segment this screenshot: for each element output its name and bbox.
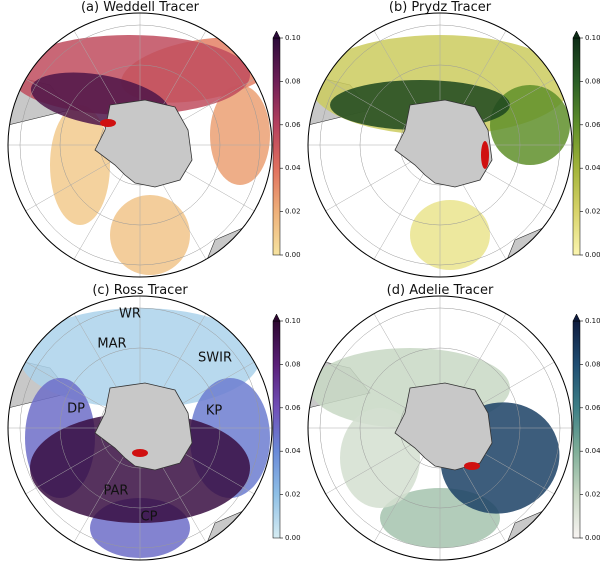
colorbar-tick-label: 0.06 <box>285 404 301 412</box>
maps: (a) Weddell Tracer 0.00 0.02 0.04 0.06 0.08 0.… <box>7 0 600 561</box>
panel-title: (c) Ross Tracer <box>92 283 188 298</box>
colorbar-tick-label: 0.06 <box>285 121 301 129</box>
map-area <box>8 13 272 277</box>
colorbar-tick-label: 0.04 <box>585 447 600 455</box>
panel-title: (d) Adelie Tracer <box>387 283 494 298</box>
tracer-plume <box>410 200 490 270</box>
colorbar-tick-label: 0.00 <box>585 534 600 542</box>
colorbar-tick-label: 0.02 <box>585 491 600 499</box>
colorbar-extend <box>272 313 281 322</box>
colorbar-tick-label: 0.04 <box>285 447 301 455</box>
map-border <box>307 295 573 561</box>
tracer-plume <box>50 105 110 225</box>
source-region <box>100 119 116 127</box>
colorbar <box>572 37 581 256</box>
annotation: KP <box>206 404 223 419</box>
colorbar-extend <box>572 313 581 322</box>
source-region <box>464 462 480 470</box>
annotation: DP <box>67 402 85 417</box>
colorbar-tick-label: 0.10 <box>585 317 600 325</box>
colorbar-tick-label: 0.04 <box>585 164 600 172</box>
colorbar-tick-label: 0.00 <box>285 534 301 542</box>
colorbar-tick-label: 0.00 <box>285 251 301 259</box>
colorbar-extend <box>272 30 281 39</box>
colorbar <box>272 37 281 256</box>
colorbar-tick-label: 0.08 <box>585 77 600 85</box>
colorbar-tick-label: 0.06 <box>585 121 600 129</box>
colorbar-tick-label: 0.10 <box>285 34 301 42</box>
colorbar-tick-label: 0.02 <box>585 208 600 216</box>
annotation: SWIR <box>198 351 232 366</box>
map-border <box>7 12 273 278</box>
map-area <box>8 296 272 560</box>
colorbar <box>272 320 281 539</box>
annotation: PAR <box>104 484 129 499</box>
annotations: WR MAR SWIR DP KP PAR CP <box>67 307 232 525</box>
annotation: CP <box>141 510 158 525</box>
colorbar <box>572 320 581 539</box>
annotation: MAR <box>97 337 126 352</box>
colorbar-tick-label: 0.08 <box>285 77 301 85</box>
source-region <box>132 449 148 457</box>
panel-title: (a) Weddell Tracer <box>81 0 200 15</box>
tracer-plume <box>110 195 190 275</box>
source-region <box>481 141 489 169</box>
colorbar-tick-label: 0.02 <box>285 491 301 499</box>
colorbar-tick-label: 0.08 <box>585 360 600 368</box>
colorbar-tick-label: 0.04 <box>285 164 301 172</box>
map-panel: (d) Adelie Tracer 0.00 0.02 0.04 0.06 0.08 0.1… <box>307 283 600 561</box>
colorbar-tick-label: 0.02 <box>285 208 301 216</box>
annotation: WR <box>119 307 141 322</box>
map-panel: (b) Prydz Tracer 0.00 0.02 0.04 0.06 0.08 0.10 <box>307 0 600 278</box>
map-border <box>307 12 573 278</box>
map-area <box>308 296 572 560</box>
colorbar-tick-label: 0.10 <box>585 34 600 42</box>
colorbar-tick-label: 0.08 <box>285 360 301 368</box>
panel-title: (b) Prydz Tracer <box>389 0 492 15</box>
colorbar-tick-label: 0.06 <box>585 404 600 412</box>
antarctica <box>394 382 493 471</box>
map-panel: (a) Weddell Tracer 0.00 0.02 0.04 0.06 0.08 0.… <box>7 0 301 278</box>
antarctica <box>394 99 493 188</box>
colorbar-tick-label: 0.10 <box>285 317 301 325</box>
map-area <box>308 13 572 277</box>
colorbar-tick-label: 0.00 <box>585 251 600 259</box>
antarctica <box>94 382 193 471</box>
map-panel: (c) Ross Tracer 0.00 0.02 0.04 0.06 0.08 0.10 <box>7 283 301 561</box>
colorbar-extend <box>572 30 581 39</box>
map-border <box>7 295 273 561</box>
antarctica <box>94 99 193 188</box>
